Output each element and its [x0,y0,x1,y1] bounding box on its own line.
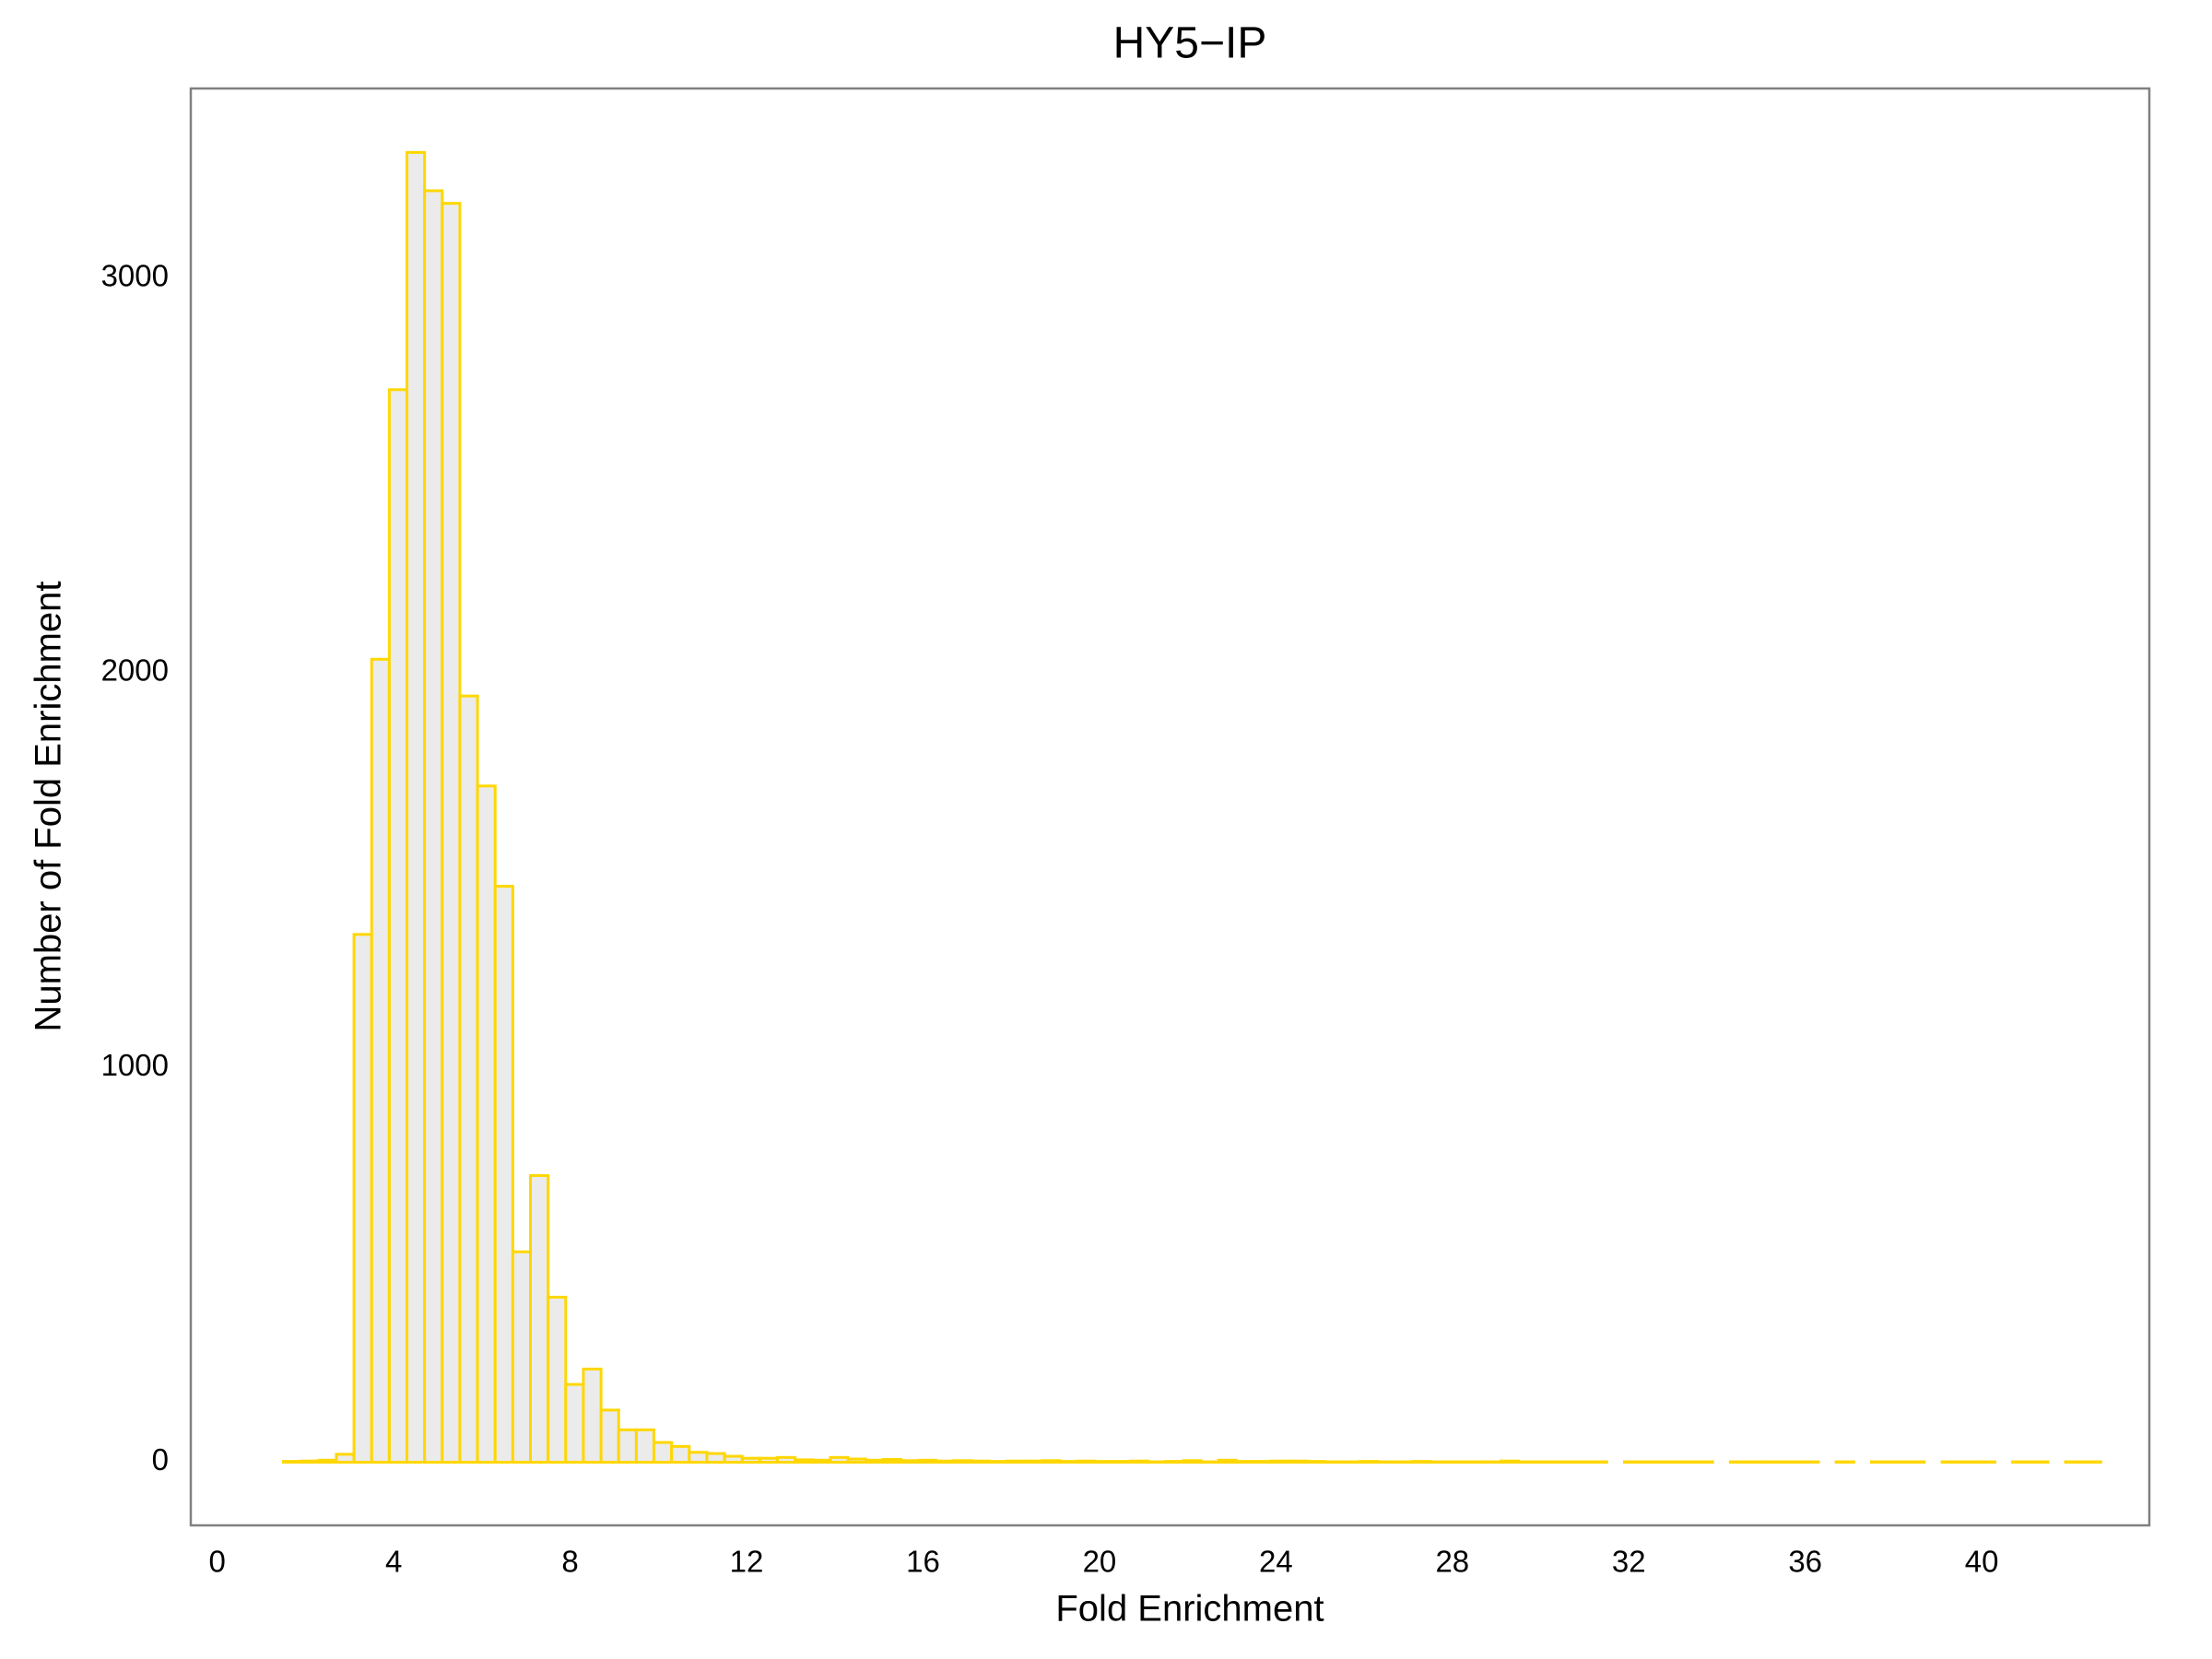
bar [970,1459,991,1464]
x-axis-label: Fold Enrichment [1055,1589,1324,1630]
bar [935,1459,956,1464]
bar [547,1295,568,1464]
x-tick-label: 20 [1083,1545,1117,1579]
bar [670,1444,691,1464]
bar [829,1455,850,1464]
bar [811,1458,832,1464]
bar [599,1408,620,1464]
bar [1270,1459,1291,1464]
bar [1128,1459,1150,1464]
bar [317,1458,338,1464]
bar [1076,1459,1097,1464]
bar [688,1451,709,1464]
bar [740,1456,761,1464]
bar [582,1367,603,1464]
bar [282,1460,303,1464]
bar [423,189,444,1464]
bar [300,1459,321,1464]
bar [723,1454,744,1464]
bar [564,1382,585,1464]
bar [1005,1459,1027,1464]
x-tick-label: 40 [1965,1545,1999,1579]
bar [1252,1460,1274,1464]
bar [846,1457,867,1464]
bar [406,150,427,1464]
bar [634,1428,656,1464]
bar [1058,1460,1079,1464]
y-axis-label: Number of Fold Enrichment [29,581,69,1031]
y-tick-label: 3000 [101,258,169,292]
y-tick-label: 0 [152,1442,169,1477]
x-tick-label: 16 [906,1545,940,1579]
bar [617,1428,638,1464]
bar [758,1456,780,1464]
bar [493,885,514,1464]
bar [952,1459,973,1464]
x-tick-label: 28 [1435,1545,1469,1579]
bar [1234,1460,1255,1464]
chart-title: HY5−IP [1113,19,1267,68]
bar [776,1455,797,1464]
bar [794,1458,815,1464]
bar [1411,1460,1432,1464]
x-tick-label: 8 [561,1545,578,1579]
plot-frame [189,87,2151,1527]
bar [1305,1460,1326,1464]
bar [1041,1459,1062,1464]
bar [987,1460,1008,1464]
x-tick-label: 4 [385,1545,402,1579]
bar [529,1174,550,1464]
bar [370,657,391,1464]
bar [458,694,479,1464]
bar [441,202,462,1464]
bar [476,784,497,1464]
bar [864,1458,885,1464]
bar [1111,1460,1132,1464]
bar [705,1452,726,1464]
bar [352,933,373,1464]
bar [1093,1460,1114,1464]
x-tick-label: 32 [1612,1545,1646,1579]
bar [1358,1460,1379,1464]
x-tick-label: 0 [209,1545,226,1579]
x-tick-label: 12 [730,1545,764,1579]
bar [1288,1459,1309,1464]
bar [335,1453,356,1464]
bar [387,388,409,1464]
bar [917,1458,938,1464]
bar [881,1457,903,1464]
y-tick-label: 2000 [101,653,169,688]
bar [653,1441,674,1464]
bar [1164,1460,1185,1464]
bar [900,1459,921,1464]
bar [1023,1459,1044,1464]
x-tick-label: 36 [1788,1545,1822,1579]
bar [511,1250,533,1464]
bar [1182,1459,1203,1464]
y-tick-label: 1000 [101,1048,169,1082]
x-tick-label: 24 [1259,1545,1293,1579]
bar [1499,1459,1521,1464]
bar [1217,1458,1238,1464]
